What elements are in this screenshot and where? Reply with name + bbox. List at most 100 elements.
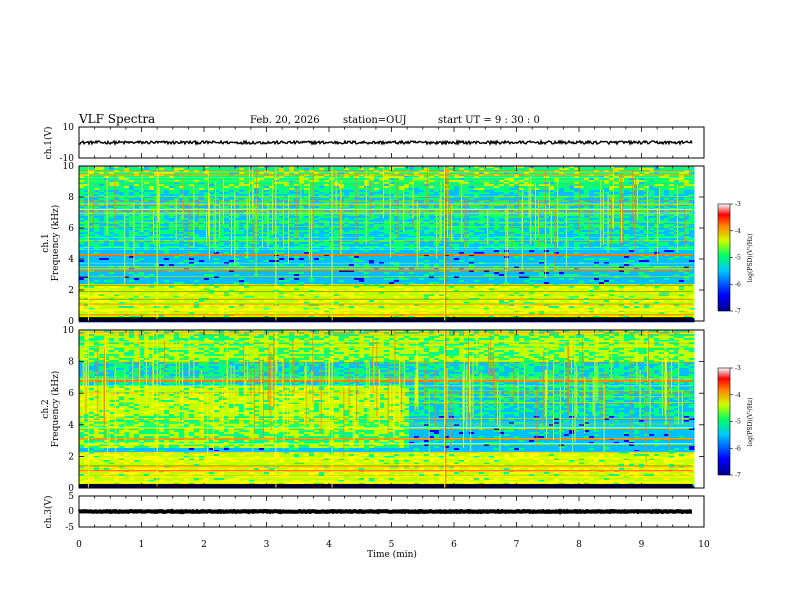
spectrogram-cell [634,170,640,173]
spectrogram-cell [274,192,280,195]
spectrogram-cell [284,222,290,225]
spectrogram-cell [394,194,400,197]
spectrogram-cell [599,230,605,233]
spectrogram-cell [609,178,615,181]
spectrogram-cell [514,242,520,245]
spectrogram-cell [89,176,95,179]
spectrogram-cell [174,196,180,199]
spectrogram-cell [649,226,655,229]
spectrogram-cell [679,240,685,243]
spectrogram-cell [629,242,635,245]
spectrogram-cell [394,172,400,175]
spectrogram-cell [634,166,640,169]
spectrogram-cell [384,168,390,171]
spectrogram-cell [394,192,400,195]
spectrogram-cell [164,232,170,235]
spectrogram-cell [584,178,590,181]
spectrogram-cell [549,170,555,173]
spectrogram-cell [394,190,400,193]
spectrogram-cell [344,232,350,235]
spectrogram-cell [219,224,225,227]
spectrogram-cell [384,230,390,233]
spectrogram-cell [504,218,510,221]
spectrogram-cell [229,184,235,187]
spectrogram-cell [679,242,685,245]
spectrogram-cell [179,234,185,237]
spectrogram-cell [209,170,215,173]
spectrogram-cell [159,238,165,241]
spectrogram-cell [689,222,695,225]
spectrogram-cell [159,204,165,207]
spectrogram-cell [584,194,590,197]
spectrogram-cell [684,198,690,201]
spectrogram-cell [544,196,550,199]
spectrogram-cell [684,194,690,197]
spectrogram-cell [419,204,425,207]
spectrogram-cell [159,218,165,221]
spectrogram-cell [629,198,635,201]
spectrogram-cell [569,244,575,247]
spectrogram-cell [184,238,190,241]
spectrogram-cell [159,226,165,229]
spectrogram-cell [249,238,255,241]
spectrogram-cell [369,178,375,181]
spectrogram-cell [94,184,100,187]
spectrogram-cell [304,184,310,187]
spectrogram-cell [514,244,520,247]
spectrogram-cell [414,232,420,235]
spectrogram-cell [544,198,550,201]
spectrogram-cell [499,234,505,237]
spectrogram-cell [584,226,590,229]
spectrogram-cell [459,182,465,185]
spectrogram-cell [674,222,680,225]
spectrogram-cell [599,182,605,185]
spectrogram-cell [484,224,490,227]
spectrogram-cell [579,196,585,199]
spectrogram-cell [239,228,245,231]
spectrogram-cell [589,178,595,181]
spectrogram-cell [634,230,640,233]
spectrogram-cell [109,186,115,189]
spectrogram-cell [319,228,325,231]
spectrogram-cell [184,226,190,229]
spectrogram-cell [239,234,245,237]
spectrogram-cell [249,218,255,221]
spectrogram-cell [659,206,665,209]
spectrogram-cell [164,210,170,213]
spectrogram-cell [524,238,530,241]
spectrogram-cell [144,168,150,171]
spectrogram-cell [169,240,175,243]
spectrogram-cell [424,244,430,247]
spectrogram-cell [379,194,385,197]
spectrogram-cell [519,188,525,191]
spectrogram-cell [474,200,480,203]
spectrogram-cell [664,172,670,175]
spectrogram-cell [564,168,570,171]
spectrogram-cell [434,176,440,179]
spectrogram-cell [114,238,120,241]
spectrogram-cell [84,228,90,231]
spectrogram-cell [89,186,95,189]
spectrogram-cell [189,198,195,201]
spectrogram-cell [379,188,385,191]
spectrogram-cell [449,242,455,245]
spectrogram-cell [584,188,590,191]
spectrogram-cell [514,178,520,181]
spectrogram-cell [504,238,510,241]
spectrogram-cell [199,244,205,247]
spectrogram-cell [609,196,615,199]
spectrogram-cell [529,238,535,241]
spectrogram-cell [604,240,610,243]
spectrogram-cell [164,184,170,187]
spectrogram-cell [684,232,690,235]
spectrogram-cell [579,242,585,245]
spectrogram-cell [119,242,125,245]
spectrogram-cell [559,166,565,169]
spectrogram-cell [369,182,375,185]
spectrogram-cell [89,192,95,195]
spectrogram-cell [629,184,635,187]
spectrogram-cell [369,218,375,221]
spectrogram-cell [574,166,580,169]
spectrogram-cell [99,196,105,199]
spectrogram-cell [544,238,550,241]
